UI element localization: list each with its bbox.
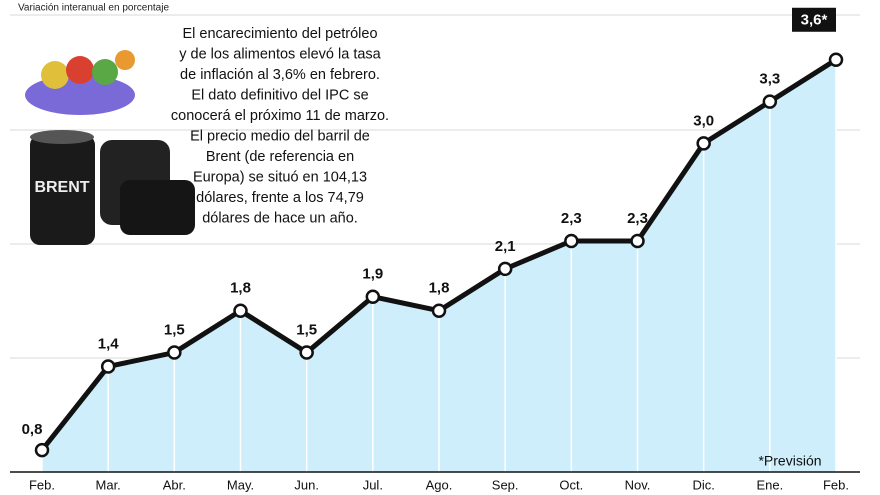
marker bbox=[431, 303, 447, 318]
value-label: 1,5 bbox=[164, 321, 185, 338]
x-tick-label: May. bbox=[227, 477, 254, 492]
annotation-line: dólares, frente a los 74,79 bbox=[196, 190, 364, 206]
annotation-line: dólares de hace un año. bbox=[202, 210, 358, 226]
x-tick-label: Feb. bbox=[823, 477, 849, 492]
value-label: 0,8 bbox=[22, 421, 43, 438]
marker bbox=[365, 289, 381, 305]
marker bbox=[497, 261, 513, 277]
annotation-line: Brent (de referencia en bbox=[206, 149, 354, 165]
barrel-label: BRENT bbox=[34, 179, 89, 196]
value-label: 2,3 bbox=[561, 210, 582, 227]
annotation-line: y de los alimentos elevó la tasa bbox=[179, 46, 381, 62]
annotation-line: Europa) se situó en 104,13 bbox=[193, 169, 367, 185]
marker bbox=[564, 233, 579, 249]
value-label: 3,6* bbox=[801, 12, 828, 29]
marker bbox=[762, 94, 778, 109]
x-tick-label: Jul. bbox=[363, 477, 383, 492]
annotation-line: El dato definitivo del IPC se bbox=[191, 87, 368, 103]
annotation-line: El encarecimiento del petróleo bbox=[182, 26, 377, 42]
note: *Previsión bbox=[758, 453, 821, 469]
value-label: 1,8 bbox=[429, 280, 450, 297]
marker bbox=[299, 345, 314, 360]
value-label: 3,3 bbox=[759, 71, 780, 88]
marker bbox=[696, 136, 711, 151]
x-tick-label: Sep. bbox=[492, 477, 519, 492]
value-label: 1,8 bbox=[230, 280, 251, 297]
marker bbox=[630, 233, 645, 249]
x-tick-label: Abr. bbox=[163, 477, 186, 492]
marker bbox=[233, 303, 248, 318]
value-label: 1,9 bbox=[362, 266, 383, 283]
value-label: 1,5 bbox=[296, 321, 317, 338]
marker bbox=[100, 359, 116, 374]
value-label: 3,0 bbox=[693, 112, 714, 129]
subtitle: Variación interanual en porcentaje bbox=[18, 3, 169, 14]
x-tick-label: Nov. bbox=[625, 477, 651, 492]
annotation-line: El precio medio del barril de bbox=[190, 128, 370, 144]
x-tick-label: Ago. bbox=[426, 477, 453, 492]
marker bbox=[167, 345, 182, 360]
x-tick-label: Oct. bbox=[559, 477, 583, 492]
marker bbox=[828, 52, 844, 68]
annotation-line: de inflación al 3,6% en febrero. bbox=[180, 67, 380, 83]
x-tick-label: Feb. bbox=[29, 477, 55, 492]
value-label: 2,3 bbox=[627, 210, 648, 227]
x-tick-label: Jun. bbox=[294, 477, 319, 492]
x-tick-label: Mar. bbox=[96, 477, 121, 492]
annotation-line: conocerá el próximo 11 de marzo. bbox=[171, 108, 389, 124]
value-label: 2,1 bbox=[495, 238, 516, 255]
marker bbox=[34, 442, 50, 458]
illustration: BRENT bbox=[25, 50, 195, 245]
x-tick-label: Ene. bbox=[756, 477, 783, 492]
value-label: 1,4 bbox=[98, 335, 120, 352]
label-box bbox=[792, 7, 836, 32]
x-tick-label: Dic. bbox=[692, 477, 714, 492]
